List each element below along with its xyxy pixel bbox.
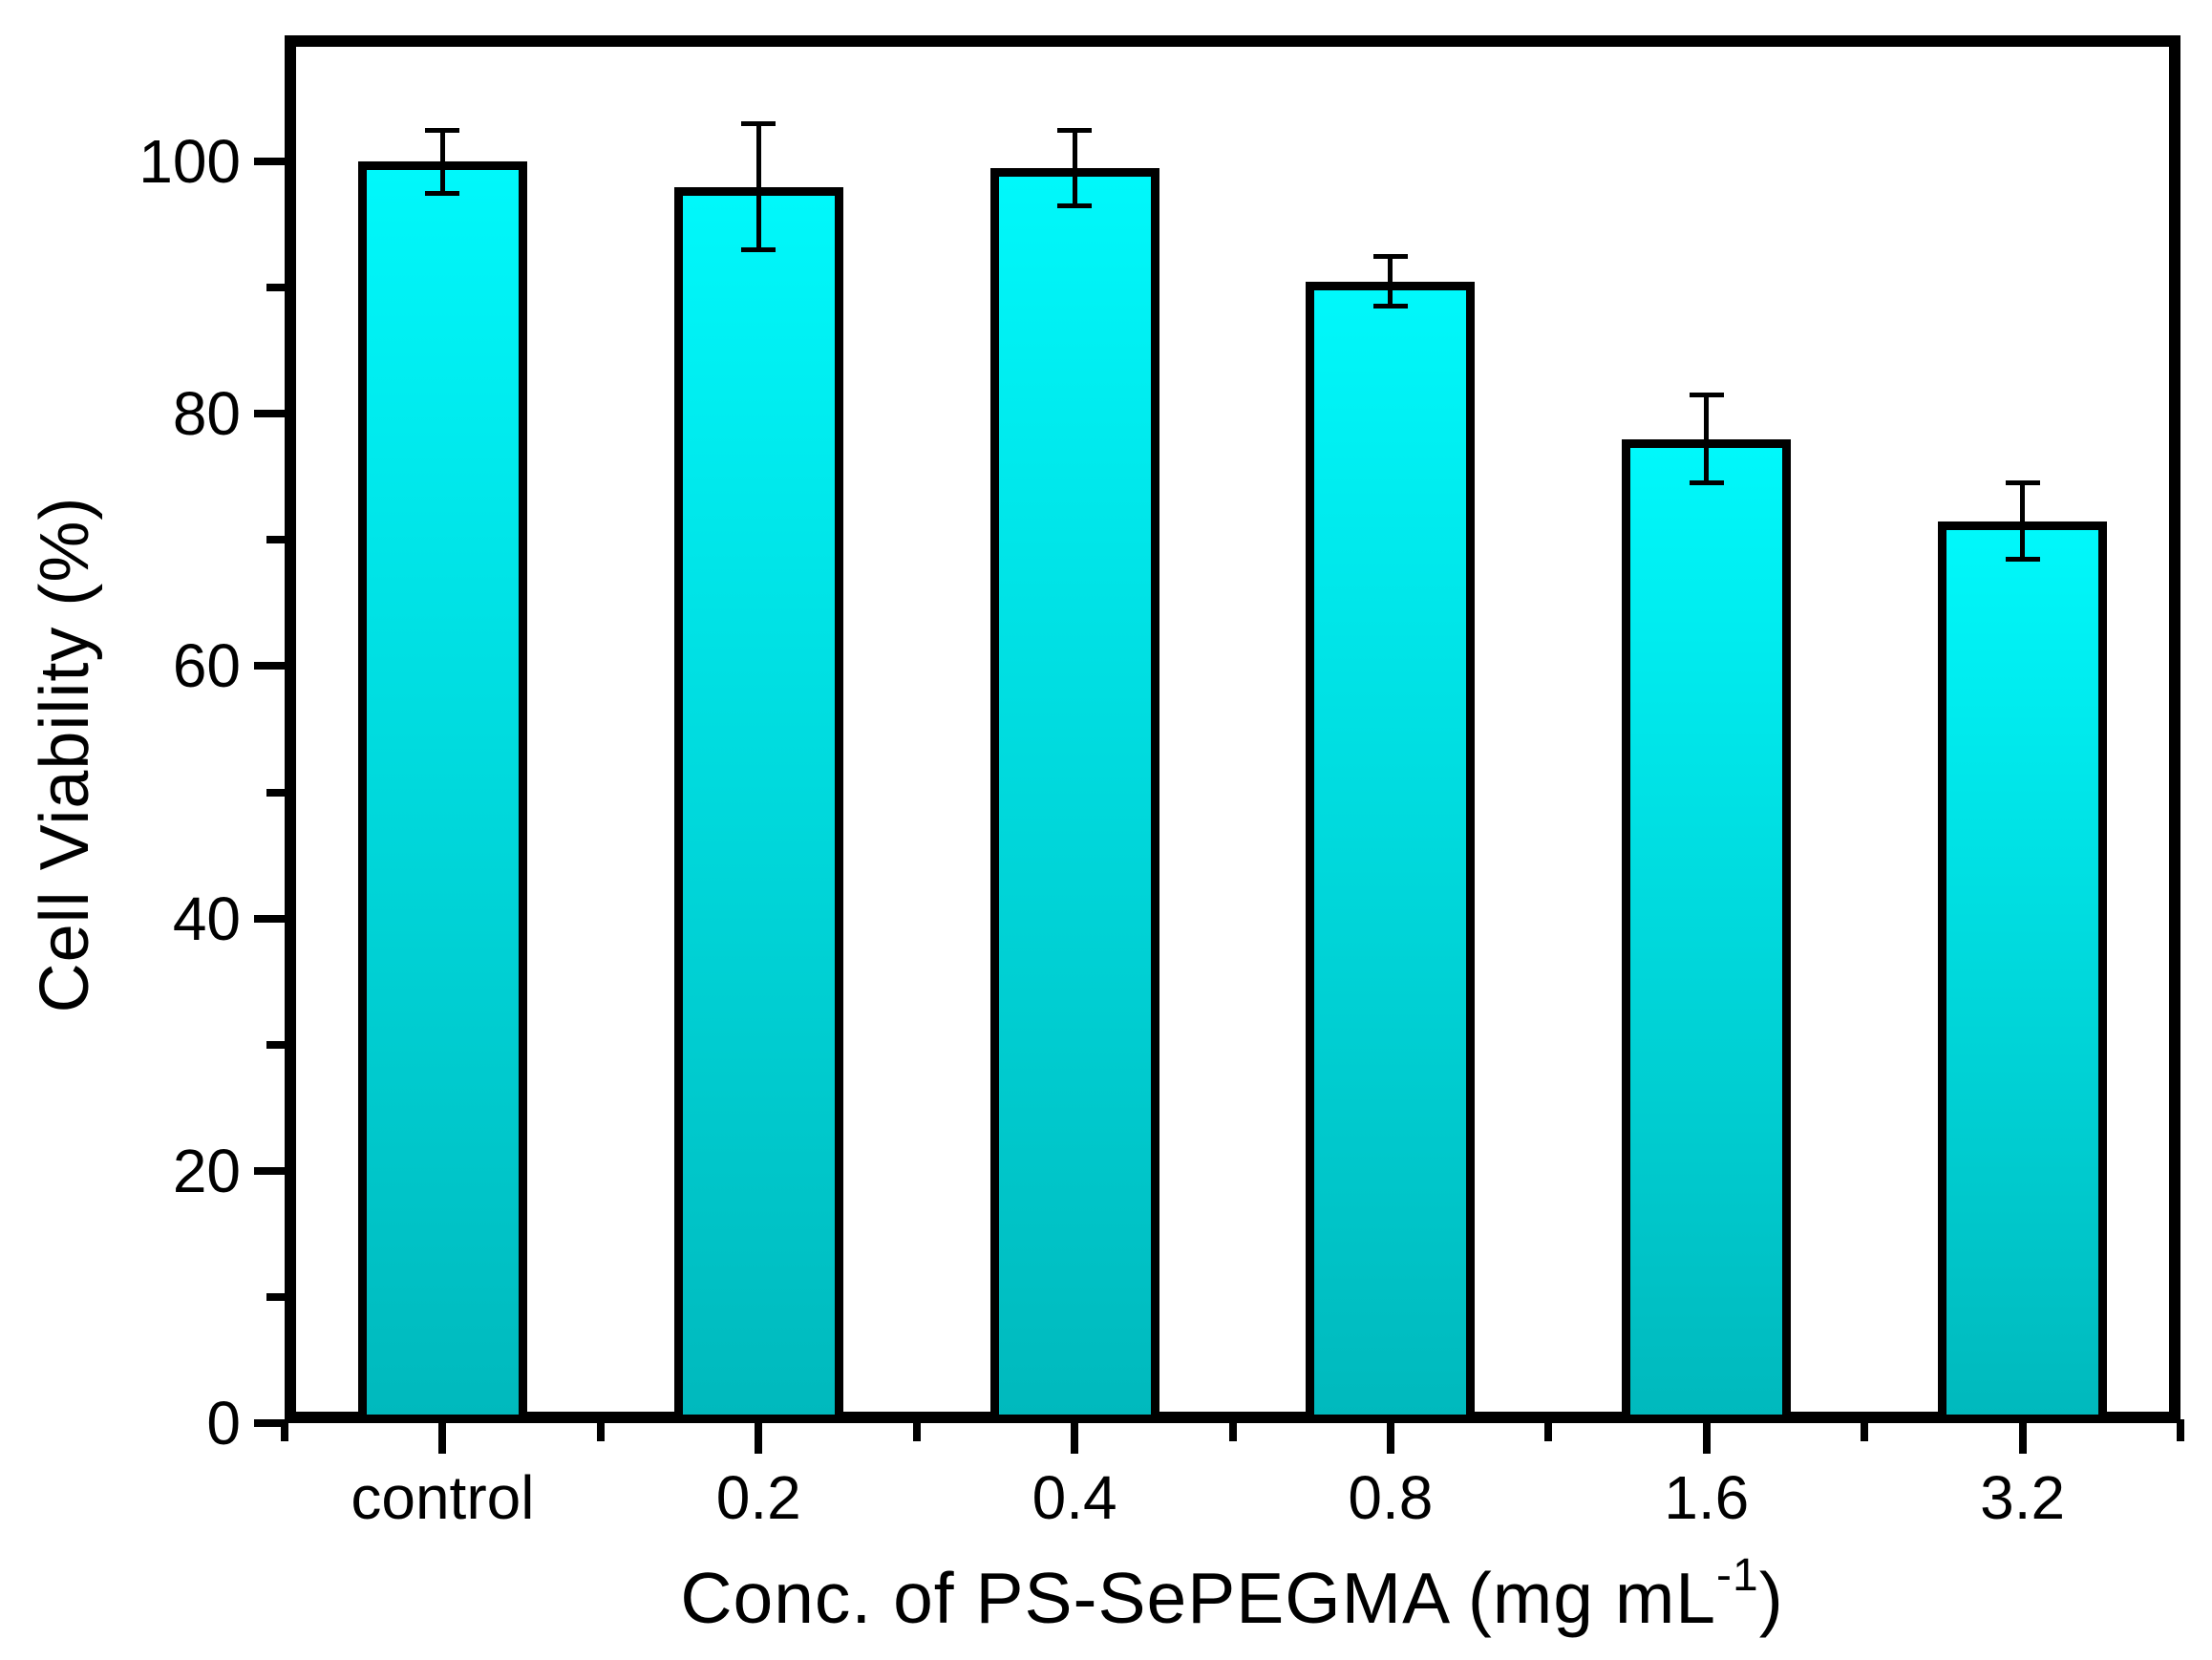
error-bar-cap <box>1372 253 1408 259</box>
x-tick-label-control: control <box>351 1463 535 1532</box>
bar-0.2 <box>673 186 843 1423</box>
x-axis-major-tick <box>1702 1419 1711 1454</box>
error-bar-cap <box>1057 202 1093 208</box>
y-axis-major-tick <box>254 158 285 166</box>
x-axis-major-tick <box>1071 1419 1079 1454</box>
x-axis-minor-tick <box>281 1419 288 1441</box>
y-axis-minor-tick <box>266 1292 285 1301</box>
error-bar-stem <box>1388 256 1393 307</box>
error-bar-cap <box>2005 480 2040 486</box>
x-axis-title-text: Conc. of PS-SePEGMA (mg mL <box>680 1558 1717 1638</box>
x-axis-minor-tick <box>2177 1419 2184 1441</box>
x-axis-major-tick <box>438 1419 447 1454</box>
error-bar-cap <box>425 127 460 133</box>
x-axis-minor-tick <box>912 1419 921 1441</box>
x-axis-minor-tick <box>1544 1419 1553 1441</box>
error-bar-cap <box>741 247 776 253</box>
x-axis-major-tick <box>755 1419 763 1454</box>
bar-3.2 <box>1938 521 2108 1423</box>
plot-area <box>285 35 2180 1423</box>
x-tick-label-3.2: 3.2 <box>1980 1463 2066 1532</box>
x-axis-major-tick <box>1386 1419 1394 1454</box>
y-tick-label: 40 <box>172 883 241 953</box>
x-tick-label-1.6: 1.6 <box>1664 1463 1750 1532</box>
error-bar-stem <box>2020 482 2026 560</box>
error-bar-stem <box>755 123 761 250</box>
y-tick-label: 80 <box>172 379 241 449</box>
bar-0.8 <box>1306 281 1476 1423</box>
x-tick-label-0.2: 0.2 <box>715 1463 801 1532</box>
x-axis-title-superscript: -1 <box>1716 1550 1759 1601</box>
y-tick-label: 60 <box>172 631 241 701</box>
y-axis-major-tick <box>254 914 285 923</box>
x-tick-label-0.4: 0.4 <box>1032 1463 1117 1532</box>
bar-1.6 <box>1622 438 1792 1423</box>
error-bar-cap <box>741 120 776 126</box>
y-tick-label: 20 <box>172 1136 241 1205</box>
y-axis-minor-tick <box>266 536 285 544</box>
x-axis-title: Conc. of PS-SePEGMA (mg mL-1) <box>680 1549 1783 1639</box>
x-axis-major-tick <box>2018 1419 2027 1454</box>
error-bar-cap <box>1372 304 1408 309</box>
y-axis-major-tick <box>254 1166 285 1175</box>
error-bar-cap <box>1689 480 1724 486</box>
x-axis-minor-tick <box>1861 1419 1869 1441</box>
error-bar-cap <box>1689 392 1724 397</box>
y-axis-major-tick <box>254 410 285 418</box>
y-axis-minor-tick <box>266 284 285 292</box>
error-bar-cap <box>425 190 460 196</box>
error-bar-stem <box>1704 394 1710 483</box>
error-bar-stem <box>1072 130 1077 206</box>
y-tick-label: 0 <box>206 1389 241 1458</box>
x-axis-title-close-paren: ) <box>1758 1558 1784 1638</box>
error-bar-cap <box>1057 127 1093 133</box>
bar-control <box>357 161 527 1423</box>
bar-0.4 <box>989 167 1159 1423</box>
y-axis-minor-tick <box>266 788 285 797</box>
y-axis-major-tick <box>254 1419 285 1427</box>
y-tick-label: 100 <box>138 127 241 197</box>
x-axis-minor-tick <box>596 1419 605 1441</box>
y-axis-major-tick <box>254 662 285 670</box>
error-bar-stem <box>439 130 445 194</box>
error-bar-cap <box>2005 556 2040 562</box>
x-axis-minor-tick <box>1228 1419 1237 1441</box>
x-tick-label-0.8: 0.8 <box>1348 1463 1434 1532</box>
y-axis-minor-tick <box>266 1040 285 1049</box>
